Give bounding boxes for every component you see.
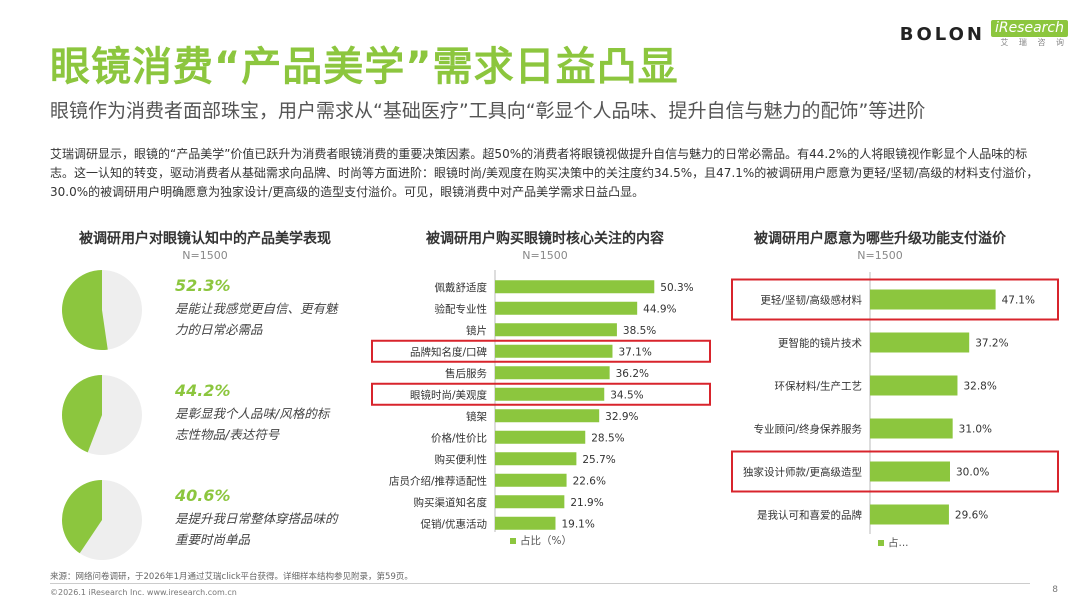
bar-category-label: 更智能的镜片技术 bbox=[778, 337, 862, 350]
bar-category-label: 购买便利性 bbox=[435, 453, 488, 466]
bar-category-label: 佩戴舒适度 bbox=[435, 281, 488, 294]
bar bbox=[495, 473, 567, 487]
footer-source: 来源：网络问卷调研，于2026年1月通过艾瑞click平台获得。详细样本结构参见… bbox=[50, 572, 413, 582]
pie-3 bbox=[61, 480, 142, 560]
pie-2 bbox=[61, 375, 142, 455]
pie-percent-label: 52.3% bbox=[175, 276, 231, 295]
bar-category-label: 是我认可和喜爱的品牌 bbox=[757, 509, 862, 522]
chart1-n: N=1500 bbox=[182, 249, 228, 262]
bar bbox=[495, 495, 565, 509]
pie-description: 是能让我感觉更自信、更有魅力的日常必需品 bbox=[175, 301, 338, 337]
bar bbox=[495, 409, 600, 423]
bar-value-label: 50.3% bbox=[660, 282, 693, 294]
pie-percent-label: 40.6% bbox=[175, 486, 231, 505]
page-number: 8 bbox=[1052, 585, 1058, 595]
bar bbox=[495, 323, 617, 337]
pie-value-slice bbox=[61, 480, 102, 554]
bar bbox=[495, 301, 638, 315]
page-title: 眼镜消费“产品美学”需求日益凸显 bbox=[50, 44, 679, 90]
iresearch-logo-text: iResearch bbox=[990, 20, 1068, 37]
footer-copyright: ©2026.1 iResearch Inc. www.iresearch.com… bbox=[50, 588, 237, 597]
pie-value-slice bbox=[61, 375, 102, 453]
bar-value-label: 31.0% bbox=[959, 424, 992, 436]
bar-value-label: 32.8% bbox=[963, 381, 996, 393]
bar-value-label: 37.1% bbox=[618, 346, 651, 358]
legend-swatch bbox=[878, 540, 884, 546]
bar-value-label: 37.2% bbox=[975, 338, 1008, 350]
bar-category-label: 更轻/坚韧/高级感材料 bbox=[760, 294, 862, 307]
bar bbox=[870, 461, 950, 482]
bar bbox=[495, 344, 613, 358]
bar bbox=[495, 452, 577, 466]
bar-value-label: 32.9% bbox=[605, 411, 638, 423]
pie-value-slice bbox=[62, 270, 108, 350]
bar bbox=[495, 387, 605, 401]
bar-category-label: 售后服务 bbox=[445, 367, 487, 380]
bar-category-label: 镜架 bbox=[466, 410, 487, 423]
chart2-n: N=1500 bbox=[522, 249, 568, 262]
bar-value-label: 36.2% bbox=[616, 368, 649, 380]
iresearch-logo: iResearch 艾 瑞 咨 询 bbox=[990, 20, 1068, 49]
chart2-bar-chart: 佩戴舒适度 50.3% 验配专业性 44.9% 镜片 38.5% 品牌知名度/口碑 37.1%… bbox=[371, 270, 711, 547]
bar-value-label: 34.5% bbox=[610, 389, 643, 401]
bar bbox=[870, 289, 996, 310]
chart3-bar-chart: 更轻/坚韧/高级感材料 47.1% 更智能的镜片技术 37.2% 环保材料/生产工艺 32… bbox=[731, 272, 1059, 549]
bar-category-label: 独家设计师款/更高级造型 bbox=[743, 466, 862, 479]
footer-divider bbox=[50, 583, 1030, 584]
bar-category-label: 镜片 bbox=[466, 324, 487, 337]
highlight-box bbox=[731, 278, 1059, 321]
chart3-n: N=1500 bbox=[857, 249, 903, 262]
legend-label: 占比（%） bbox=[520, 534, 572, 547]
page-subtitle: 眼镜作为消费者面部珠宝，用户需求从“基础医疗”工具向“彰显个人品味、提升自信与魅… bbox=[50, 100, 926, 122]
bar-category-label: 促销/优惠活动 bbox=[420, 517, 487, 530]
highlight-box bbox=[731, 450, 1059, 493]
bar-category-label: 店员介绍/推荐适配性 bbox=[389, 474, 487, 487]
legend-label: 占... bbox=[888, 536, 909, 549]
body-paragraph: 艾瑞调研显示，眼镜的“产品美学”价值已跃升为消费者眼镜消费的重要决策因素。超50… bbox=[50, 147, 1039, 199]
bar bbox=[870, 418, 953, 439]
bar-value-label: 22.6% bbox=[573, 475, 606, 487]
bolon-logo: BOLON bbox=[899, 24, 985, 45]
pie-description: 是彰显我个人品味/风格的标志性物品/表达符号 bbox=[175, 406, 330, 442]
chart2-title: 被调研用户购买眼镜时核心关注的内容 bbox=[426, 231, 664, 247]
bar-category-label: 购买渠道知名度 bbox=[414, 496, 488, 509]
pie-percent-label: 44.2% bbox=[175, 381, 231, 400]
chart1-pies: 52.3% 是能让我感觉更自信、更有魅力的日常必需品 44.2% 是彰显我个人品味/风… bbox=[60, 268, 380, 568]
bar-value-label: 29.6% bbox=[955, 510, 988, 522]
bar-category-label: 环保材料/生产工艺 bbox=[774, 380, 862, 393]
bar-value-label: 44.9% bbox=[643, 303, 676, 315]
bar-category-label: 眼镜时尚/美观度 bbox=[410, 388, 488, 401]
bar-value-label: 21.9% bbox=[570, 497, 603, 509]
logo-group: BOLON iResearch 艾 瑞 咨 询 bbox=[900, 20, 1068, 49]
bar-value-label: 25.7% bbox=[582, 454, 615, 466]
bar bbox=[495, 516, 556, 530]
iresearch-logo-sub: 艾 瑞 咨 询 bbox=[1000, 38, 1068, 47]
pie-description: 是提升我日常整体穿搭品味的重要时尚单品 bbox=[175, 511, 338, 547]
legend-swatch bbox=[510, 538, 516, 544]
bar-value-label: 38.5% bbox=[623, 325, 656, 337]
bar-category-label: 品牌知名度/口碑 bbox=[410, 345, 488, 358]
bar bbox=[870, 332, 970, 353]
bar-value-label: 47.1% bbox=[1002, 295, 1035, 307]
bar bbox=[495, 366, 610, 380]
bar bbox=[870, 375, 958, 396]
chart3-title: 被调研用户愿意为哪些升级功能支付溢价 bbox=[754, 231, 1006, 247]
highlight-box bbox=[371, 339, 711, 363]
bar bbox=[495, 280, 655, 294]
pie-1 bbox=[62, 270, 142, 350]
highlight-box bbox=[371, 382, 711, 406]
bar-value-label: 19.1% bbox=[561, 518, 594, 530]
bar-category-label: 价格/性价比 bbox=[431, 431, 487, 444]
bar bbox=[495, 430, 586, 444]
bar-value-label: 30.0% bbox=[956, 467, 989, 479]
bar-value-label: 28.5% bbox=[591, 432, 624, 444]
bar bbox=[870, 504, 949, 525]
bar-category-label: 验配专业性 bbox=[435, 302, 488, 315]
chart1-title: 被调研用户对眼镜认知中的产品美学表现 bbox=[79, 231, 331, 247]
bar-category-label: 专业顾问/终身保养服务 bbox=[753, 423, 862, 436]
